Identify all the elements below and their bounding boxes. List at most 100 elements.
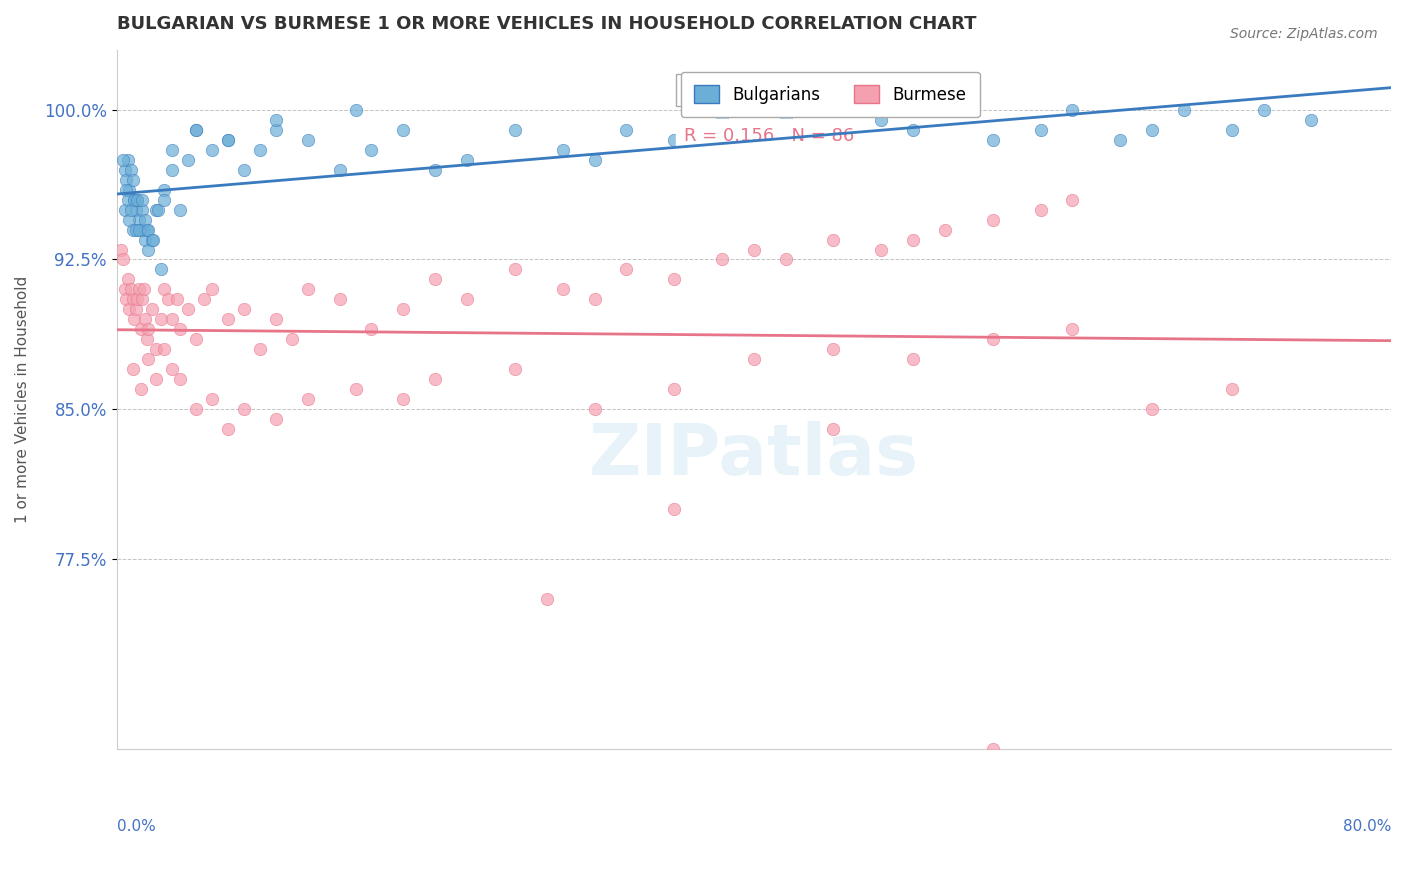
Point	[662, 382, 685, 396]
Text: Source: ZipAtlas.com: Source: ZipAtlas.com	[1230, 27, 1378, 41]
Point	[233, 402, 256, 417]
Point	[121, 222, 143, 236]
Point	[138, 322, 160, 336]
Point	[128, 212, 150, 227]
Point	[662, 502, 685, 516]
Point	[1029, 122, 1052, 136]
Point	[156, 293, 179, 307]
Point	[153, 183, 176, 197]
Point	[360, 143, 382, 157]
Point	[870, 112, 893, 127]
Point	[217, 312, 239, 326]
Point	[142, 233, 165, 247]
Point	[981, 741, 1004, 756]
Point	[125, 202, 148, 217]
Point	[297, 133, 319, 147]
Point	[662, 133, 685, 147]
Point	[186, 122, 208, 136]
Point	[169, 202, 191, 217]
Point	[141, 233, 163, 247]
Point	[934, 103, 956, 117]
Point	[122, 193, 145, 207]
Point	[1220, 122, 1243, 136]
Point	[153, 193, 176, 207]
Point	[614, 122, 637, 136]
Point	[186, 122, 208, 136]
Point	[169, 322, 191, 336]
Text: ZIPatlas: ZIPatlas	[589, 421, 920, 490]
Point	[662, 272, 685, 286]
Point	[710, 252, 733, 267]
Point	[114, 282, 136, 296]
Point	[129, 222, 152, 236]
Point	[117, 193, 139, 207]
Point	[456, 153, 478, 167]
Point	[132, 222, 155, 236]
Point	[503, 262, 526, 277]
Point	[145, 202, 167, 217]
Point	[1062, 103, 1084, 117]
Point	[901, 233, 924, 247]
Point	[129, 382, 152, 396]
Point	[127, 293, 149, 307]
Point	[249, 343, 271, 357]
Point	[121, 362, 143, 376]
Point	[551, 282, 574, 296]
Point	[1253, 103, 1275, 117]
Point	[536, 591, 558, 606]
Point	[145, 343, 167, 357]
Point	[392, 392, 415, 407]
Point	[138, 222, 160, 236]
Point	[162, 143, 184, 157]
Point	[153, 282, 176, 296]
Point	[132, 282, 155, 296]
Point	[169, 372, 191, 386]
Point	[146, 202, 169, 217]
Text: R = 0.307   N = 78: R = 0.307 N = 78	[683, 81, 853, 99]
Point	[114, 162, 136, 177]
Point	[425, 162, 447, 177]
Point	[153, 343, 176, 357]
Point	[115, 293, 138, 307]
Point	[177, 302, 200, 317]
Point	[392, 302, 415, 317]
Point	[297, 282, 319, 296]
Point	[233, 162, 256, 177]
Point	[742, 122, 765, 136]
Point	[233, 302, 256, 317]
Point	[118, 212, 141, 227]
Point	[128, 222, 150, 236]
Point	[115, 183, 138, 197]
Legend: Bulgarians, Burmese: Bulgarians, Burmese	[681, 72, 980, 117]
Point	[120, 162, 142, 177]
Point	[503, 122, 526, 136]
Point	[1062, 322, 1084, 336]
Point	[110, 243, 132, 257]
Point	[264, 312, 287, 326]
Point	[614, 262, 637, 277]
Point	[710, 112, 733, 127]
Point	[135, 222, 157, 236]
Point	[551, 143, 574, 157]
Point	[329, 293, 352, 307]
Point	[122, 193, 145, 207]
Point	[162, 312, 184, 326]
Point	[329, 162, 352, 177]
Point	[425, 272, 447, 286]
Point	[217, 422, 239, 436]
Point	[1109, 133, 1132, 147]
Point	[981, 212, 1004, 227]
Point	[823, 122, 845, 136]
Point	[125, 302, 148, 317]
Point	[131, 202, 153, 217]
Point	[981, 332, 1004, 346]
Point	[456, 293, 478, 307]
Point	[264, 122, 287, 136]
Point	[823, 422, 845, 436]
Point	[583, 402, 606, 417]
Point	[114, 202, 136, 217]
Point	[344, 103, 367, 117]
Point	[166, 293, 188, 307]
Point	[193, 293, 215, 307]
Point	[901, 122, 924, 136]
